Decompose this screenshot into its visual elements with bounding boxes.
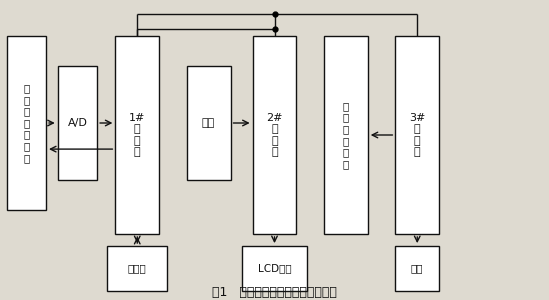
Bar [58, 66, 97, 180]
Text: 3#
单
片
机: 3# 单 片 机 [409, 112, 425, 158]
Text: LCD显示: LCD显示 [257, 263, 292, 274]
Bar [115, 36, 159, 234]
Bar [253, 36, 296, 234]
Text: 2#
单
片
机: 2# 单 片 机 [266, 112, 283, 158]
Text: 1#
单
片
机: 1# 单 片 机 [129, 112, 145, 158]
Text: A/D: A/D [68, 118, 87, 128]
Bar [187, 66, 231, 180]
Text: 控
制
输
出
端
口: 控 制 输 出 端 口 [343, 101, 349, 169]
Bar [107, 246, 167, 291]
Text: 存储器: 存储器 [128, 263, 147, 274]
Bar [242, 246, 307, 291]
Text: 打印: 打印 [411, 263, 423, 274]
Bar [324, 36, 368, 234]
Text: 图1   多单片机液位监控仪硬件框图: 图1 多单片机液位监控仪硬件框图 [212, 286, 337, 298]
Bar [7, 36, 46, 210]
Text: 键盘: 键盘 [202, 118, 215, 128]
Text: 模
拟
量
选
择
开
关: 模 拟 量 选 择 开 关 [23, 83, 30, 163]
Bar [395, 36, 439, 234]
Bar [395, 246, 439, 291]
